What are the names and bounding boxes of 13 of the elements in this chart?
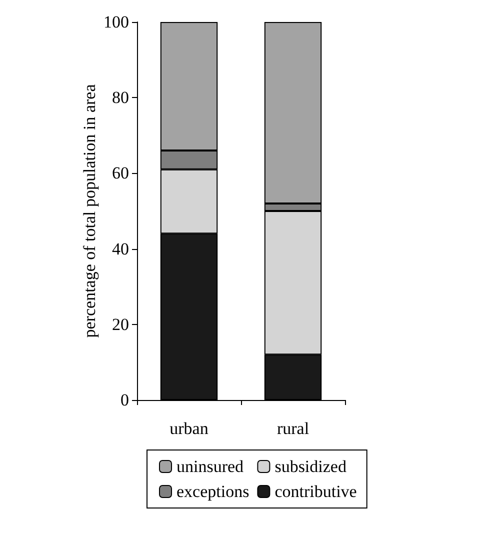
y-tick-label: 80 — [112, 88, 129, 108]
y-tick-label: 60 — [112, 164, 129, 183]
x-tick-label: rural — [276, 419, 310, 438]
y-tick-label: 40 — [112, 239, 129, 258]
y-tick-label: 100 — [104, 12, 129, 32]
y-axis-title: percentage of total population in area — [80, 84, 99, 338]
y-tick-label: 20 — [112, 314, 129, 334]
legend-label: exceptions — [176, 482, 250, 501]
y-tick-label: 0 — [120, 390, 129, 410]
legend-label: uninsured — [176, 457, 244, 476]
legend-label: subsidized — [274, 457, 347, 476]
x-tick-label: urban — [170, 419, 209, 438]
legend-label: contributive — [274, 482, 357, 501]
